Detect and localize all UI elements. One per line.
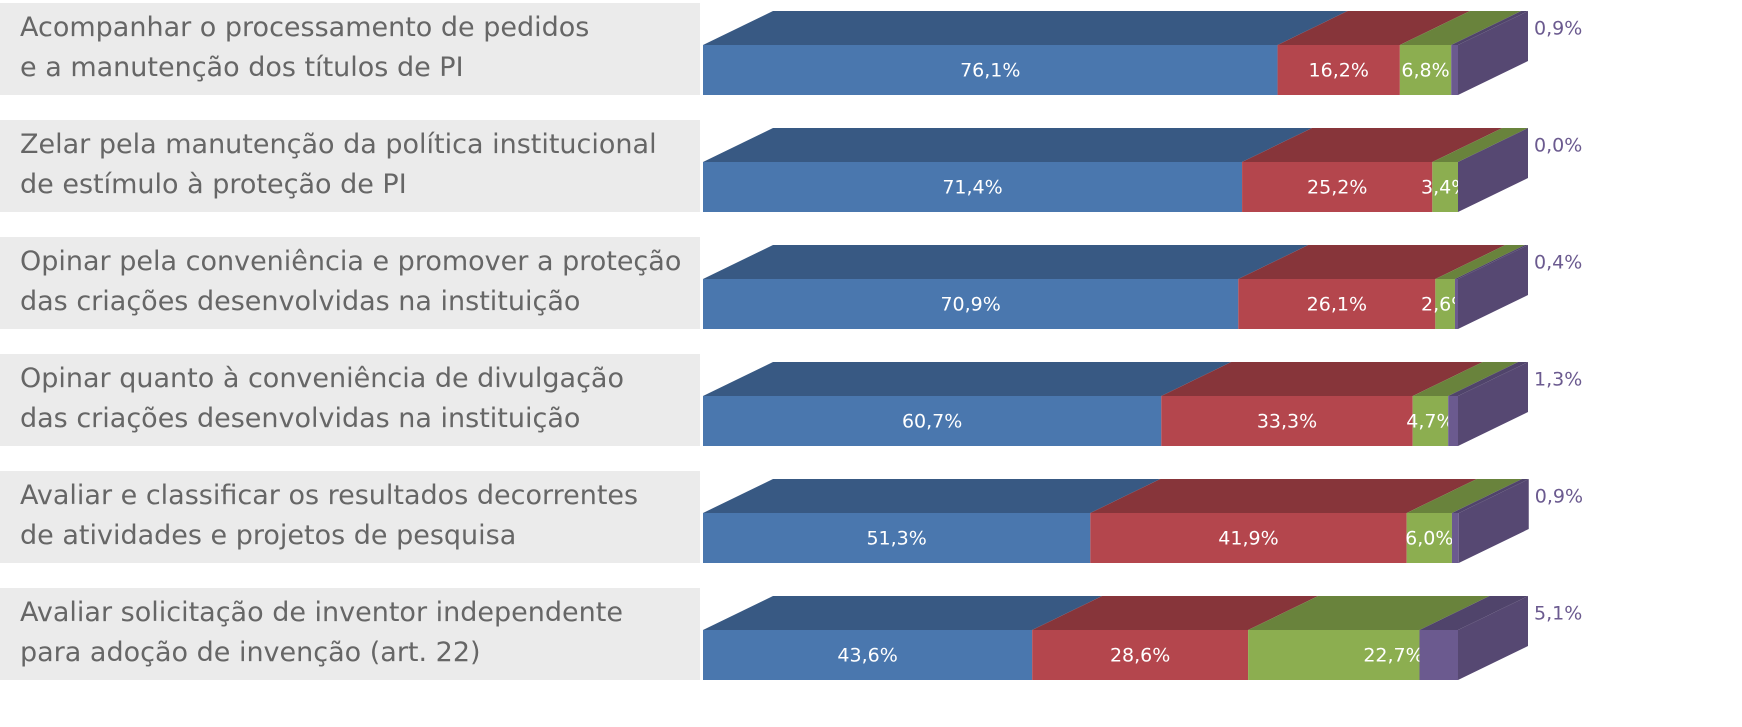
- bar-top: [1451, 11, 1528, 45]
- bar: [1448, 396, 1458, 446]
- bar: [703, 630, 1033, 680]
- bar: [703, 396, 1162, 446]
- bar-top: [1277, 11, 1470, 45]
- bar-top: [1451, 479, 1529, 513]
- value-label: 4,7%: [1406, 411, 1454, 433]
- bar-top: [1435, 245, 1525, 279]
- bar-top: [1238, 245, 1506, 279]
- bar-top: [703, 245, 1309, 279]
- value-label: 60,7%: [902, 411, 962, 433]
- value-label: 33,3%: [1257, 411, 1317, 433]
- bar-top: [1242, 128, 1503, 162]
- bar-top: [703, 11, 1348, 45]
- bar: [703, 513, 1091, 563]
- bar: [703, 162, 1243, 212]
- bar: [1406, 513, 1452, 563]
- bar: [1242, 162, 1433, 212]
- category-label: Opinar quanto à conveniência de divulgaç…: [20, 363, 624, 434]
- category-label: Opinar pela conveniência e promover a pr…: [20, 246, 682, 317]
- bar-top: [1454, 245, 1528, 279]
- bar-side: [1458, 362, 1528, 446]
- bar-top: [1412, 362, 1519, 396]
- bar: [1412, 396, 1449, 446]
- value-label: 43,6%: [837, 645, 897, 667]
- bar: [1419, 630, 1458, 680]
- value-label: 5,1%: [1534, 603, 1582, 625]
- value-label: 76,1%: [960, 60, 1020, 82]
- bar-top: [1432, 128, 1528, 162]
- bar-side: [1458, 596, 1528, 680]
- bar-side: [1458, 479, 1529, 563]
- bar-top: [703, 596, 1103, 630]
- row-band: [0, 120, 700, 212]
- bar: [1238, 279, 1436, 329]
- value-label: 16,2%: [1309, 60, 1369, 82]
- bar: [1432, 162, 1458, 212]
- bar: [1161, 396, 1413, 446]
- row-band: [0, 3, 700, 95]
- category-label: Avaliar solicitação de inventor independ…: [20, 597, 623, 668]
- bar: [1399, 45, 1452, 95]
- row-band: [0, 471, 700, 563]
- row-band: [0, 354, 700, 446]
- category-label: Acompanhar o processamento de pedidos e …: [20, 12, 590, 83]
- bar: [1032, 630, 1249, 680]
- value-label: 6,8%: [1401, 60, 1449, 82]
- bar-side: [1458, 245, 1528, 329]
- bar: [1451, 45, 1458, 95]
- bar-top: [1161, 362, 1483, 396]
- bar: [703, 45, 1278, 95]
- bar-top: [703, 479, 1161, 513]
- bar-top: [1419, 596, 1528, 630]
- bar-side: [1458, 128, 1528, 212]
- bar: [1454, 279, 1458, 329]
- value-label: 26,1%: [1307, 294, 1367, 316]
- bar: [1277, 45, 1400, 95]
- category-label: Zelar pela manutenção da política instit…: [20, 129, 657, 200]
- value-label: 28,6%: [1110, 645, 1170, 667]
- bar: [1451, 513, 1459, 563]
- bar: [1435, 279, 1455, 329]
- value-label: 0,9%: [1534, 18, 1582, 40]
- bar-top: [1448, 362, 1528, 396]
- value-label: 41,9%: [1218, 528, 1278, 550]
- value-label: 0,4%: [1534, 252, 1582, 274]
- value-label: 51,3%: [866, 528, 926, 550]
- value-label: 0,0%: [1534, 135, 1582, 157]
- value-label: 0,9%: [1535, 486, 1583, 508]
- value-label: 1,3%: [1534, 369, 1582, 391]
- category-label: Avaliar e classificar os resultados deco…: [20, 480, 639, 551]
- bar: [703, 279, 1239, 329]
- bar-top: [1248, 596, 1490, 630]
- value-label: 6,0%: [1405, 528, 1453, 550]
- value-label: 71,4%: [942, 177, 1002, 199]
- row-band: [0, 588, 700, 680]
- bar-top: [703, 128, 1313, 162]
- value-label: 70,9%: [940, 294, 1000, 316]
- bar-top: [1399, 11, 1522, 45]
- bar-top: [1090, 479, 1477, 513]
- row-band: [0, 237, 700, 329]
- bar-top: [1406, 479, 1522, 513]
- value-label: 25,2%: [1307, 177, 1367, 199]
- value-label: 22,7%: [1363, 645, 1423, 667]
- value-label: 3,4%: [1421, 177, 1469, 199]
- bar-top: [1032, 596, 1319, 630]
- bar-top: [703, 362, 1232, 396]
- bar: [1090, 513, 1407, 563]
- bar: [1248, 630, 1420, 680]
- bar-side: [1458, 11, 1528, 95]
